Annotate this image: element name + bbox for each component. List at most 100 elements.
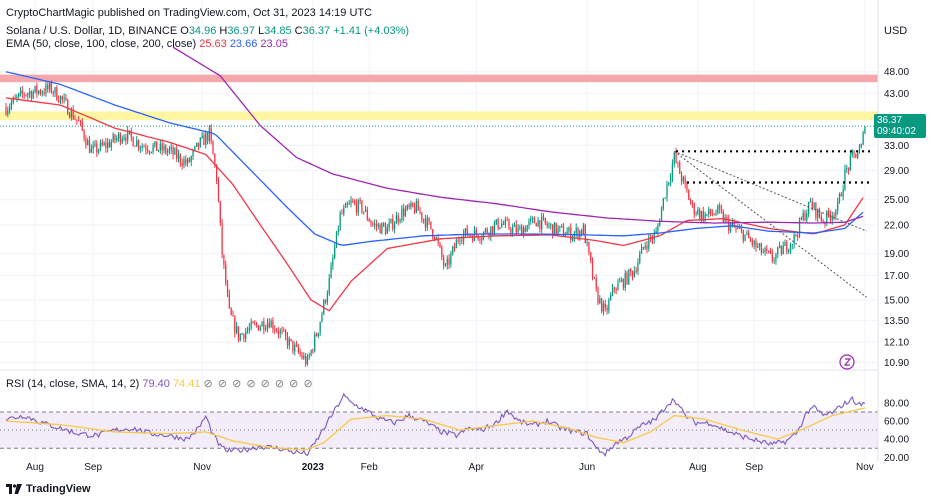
ema-line-ema-50 — [5, 97, 864, 312]
candle-body — [16, 96, 18, 98]
candle-body — [58, 100, 60, 102]
candle-body — [584, 224, 586, 244]
candle-body — [613, 287, 615, 290]
candle-body — [835, 210, 837, 217]
candle-body — [851, 151, 853, 156]
candle-body — [860, 144, 862, 148]
candle-body — [864, 126, 866, 133]
candle-body — [542, 216, 545, 218]
candle-body — [720, 208, 723, 212]
candle-body — [375, 223, 378, 227]
rsi-axis[interactable]: 80.00 60.00 40.00 20.00 — [884, 398, 909, 463]
publisher-line: CryptoChartMagic published on TradingVie… — [6, 7, 373, 19]
candle-body — [452, 246, 454, 254]
candle-body — [561, 225, 563, 227]
candle-body — [646, 245, 648, 249]
candle-body — [706, 214, 708, 216]
candle-body — [595, 278, 597, 289]
candle-body — [281, 330, 283, 332]
candle-body — [290, 338, 292, 341]
candle-body — [722, 211, 724, 222]
candle-body — [499, 227, 501, 229]
candle-body — [404, 209, 407, 217]
footer-brand[interactable]: TradingView — [6, 483, 91, 495]
candle-body — [83, 130, 85, 139]
candle-body — [39, 90, 42, 94]
candle-body — [390, 218, 392, 223]
candle-body — [121, 138, 123, 143]
candle-body — [615, 289, 617, 291]
candle-body — [177, 154, 180, 159]
candle-body — [551, 224, 554, 236]
ema-legend[interactable]: EMA (50, close, 100, close, 200, close) … — [6, 38, 288, 50]
candle-body — [437, 237, 439, 243]
candle-body — [230, 308, 232, 315]
candle-body — [760, 243, 763, 253]
candle-body — [123, 137, 125, 139]
high-value: 36.97 — [227, 25, 255, 37]
candle-body — [780, 245, 783, 255]
candle-body — [76, 119, 78, 121]
candle-body — [263, 321, 265, 330]
time-axis[interactable]: Aug Sep Nov 2023 Feb Apr Jun Aug Sep Nov — [26, 462, 874, 473]
candle-body — [817, 208, 819, 218]
candle-body — [237, 326, 240, 340]
candle-body — [150, 151, 152, 153]
candle-body — [295, 344, 298, 347]
currency-label[interactable]: USD — [884, 25, 908, 37]
time-tick-label: Sep — [745, 462, 763, 473]
candle-body — [630, 269, 632, 272]
candle-body — [597, 288, 599, 303]
candle-body — [680, 173, 683, 182]
candle-body — [493, 223, 496, 234]
candle-body — [599, 298, 601, 303]
candle-body — [432, 229, 434, 238]
candle-body — [250, 321, 252, 328]
candle-body — [831, 215, 833, 220]
candle-body — [34, 85, 36, 92]
candle-body — [827, 210, 830, 215]
candle-body — [303, 355, 305, 359]
candle-body — [533, 218, 536, 224]
candle-body — [466, 228, 468, 236]
candle-body — [557, 227, 559, 234]
candle-body — [68, 114, 71, 118]
candle-body — [223, 254, 225, 265]
candle-body — [25, 95, 27, 97]
candle-body — [591, 260, 594, 278]
resistance-zones — [0, 74, 878, 121]
rsi-legend[interactable]: RSI (14, close, SMA, 14, 2) 79.40 74.41 … — [6, 377, 314, 390]
candle-body — [798, 218, 801, 236]
candle-body — [401, 208, 403, 220]
candle-body — [136, 140, 138, 147]
candle-body — [626, 272, 628, 284]
candle-body — [225, 264, 227, 284]
time-tick-label: Jun — [579, 462, 595, 473]
candle-body — [486, 229, 488, 234]
candle-body — [357, 199, 359, 213]
watermark-icon[interactable] — [839, 354, 855, 370]
candle-body — [702, 211, 704, 222]
rsi-tick-label: 80.00 — [884, 398, 909, 409]
candle-body — [713, 214, 715, 216]
time-tick-label: Nov — [856, 462, 874, 473]
candle-body — [539, 220, 541, 230]
candle-body — [729, 224, 732, 231]
candle-body — [430, 221, 432, 230]
price-gridlines — [0, 0, 878, 462]
candle-body — [619, 281, 621, 283]
price-axis[interactable]: 48.0043.0038.0033.0029.0025.0022.0019.00… — [884, 67, 909, 369]
hidden-indicator-icons[interactable]: ⊘ ⊘ ⊘ ⊘ ⊘ ⊘ ⊘ ⊘ — [203, 378, 314, 390]
candle-body — [684, 177, 686, 184]
candle-body — [766, 248, 768, 251]
candle-body — [426, 218, 428, 228]
candle-body — [279, 330, 281, 335]
symbol-legend[interactable]: Solana / U.S. Dollar, 1D, BINANCE O34.96… — [6, 25, 409, 37]
candle-body — [840, 194, 842, 197]
candle-body — [252, 321, 254, 324]
time-tick-label: Sep — [84, 462, 102, 473]
candle-body — [421, 212, 423, 220]
candle-body — [63, 97, 65, 100]
price-tick-label: 19.00 — [884, 249, 909, 260]
